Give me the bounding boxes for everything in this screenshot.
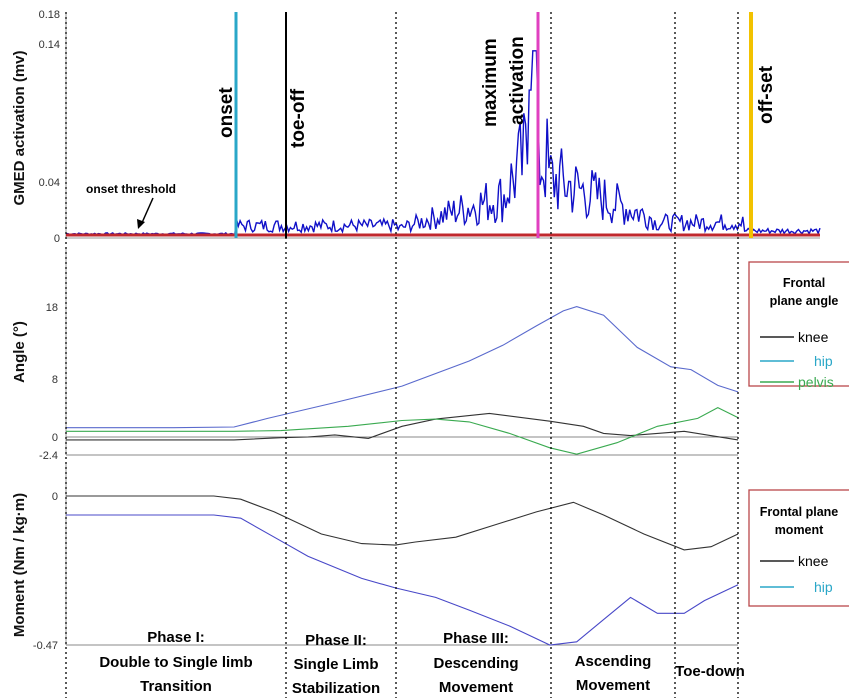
emg-y-label: GMED activation (mv) (11, 50, 28, 205)
phase-2-line3: Stabilization (292, 680, 380, 697)
moment-panel: 0 -0.47 Moment (Nm / kg·m) (11, 462, 739, 652)
moment-ytick-0: 0 (52, 491, 58, 503)
angle-panel: -2.4 0 8 18 Angle (°) (11, 248, 739, 462)
emg-ytick-018: 0.18 (39, 9, 60, 21)
phase-5-line2: Toe-down (675, 663, 745, 680)
angle-legend-knee: knee (798, 329, 829, 345)
emg-series-line (65, 50, 821, 236)
phase-1-line3: Transition (140, 678, 212, 695)
phase-4-line3: Movement (576, 677, 650, 694)
phase-2-line1: Phase II: (305, 632, 367, 649)
threshold-arrow (137, 197, 154, 229)
angle-ytick-8: 8 (52, 374, 58, 386)
angle-knee-line (66, 412, 739, 441)
angle-hip-line (66, 306, 739, 429)
angle-pelvis-line (66, 406, 739, 455)
emg-ytick-014: 0.14 (39, 39, 60, 51)
toe-off-label: toe-off (288, 88, 309, 148)
phase-2-line2: Single Limb (293, 656, 378, 673)
emg-panel: 0 0.04 0.14 0.18 GMED activation (mv) on… (11, 9, 821, 245)
angle-legend-title-line1: Frontal (783, 276, 825, 290)
phase-4-line2: Ascending (575, 653, 652, 670)
phase-3-line1: Phase III: (443, 630, 509, 647)
moment-legend: Frontal plane moment knee hip (748, 489, 849, 607)
moment-legend-title-line1: Frontal plane (760, 505, 839, 519)
angle-legend-hip: hip (814, 353, 833, 369)
phase-1-line2: Double to Single limb (99, 654, 252, 671)
moment-legend-title-line2: moment (775, 523, 824, 537)
angle-legend-pelvis: pelvis (798, 374, 834, 390)
emg-ytick-004: 0.04 (39, 177, 60, 189)
angle-ytick-18: 18 (46, 302, 58, 314)
moment-y-label: Moment (Nm / kg·m) (11, 493, 28, 637)
onset-threshold-label: onset threshold (86, 182, 176, 196)
angle-y-label: Angle (°) (11, 321, 28, 383)
angle-legend: Frontal plane angle knee hip pelvis (748, 261, 849, 390)
phase-boundaries (65, 12, 739, 698)
angle-ytick-0: 0 (52, 432, 58, 444)
onset-label: onset (216, 87, 237, 138)
max-activation-label-line1: maximum (480, 38, 501, 127)
off-set-label: off-set (756, 65, 777, 124)
angle-legend-box (748, 261, 849, 387)
emg-ytick-0: 0 (54, 233, 60, 245)
moment-legend-knee: knee (798, 553, 829, 569)
moment-knee-line (66, 495, 739, 551)
phase-3-line3: Movement (439, 679, 513, 696)
max-activation-label-line2: activation (507, 36, 528, 125)
angle-ytick-m24: -2.4 (39, 450, 58, 462)
angle-legend-title-line2: plane angle (770, 294, 839, 308)
phase-labels: Phase I: Double to Single limb Transitio… (99, 629, 745, 697)
phase-1-line1: Phase I: (147, 629, 205, 646)
moment-ytick-m047: -0.47 (33, 640, 58, 652)
moment-legend-hip: hip (814, 579, 833, 595)
moment-hip-line (66, 514, 739, 646)
phase-3-line2: Descending (433, 655, 518, 672)
